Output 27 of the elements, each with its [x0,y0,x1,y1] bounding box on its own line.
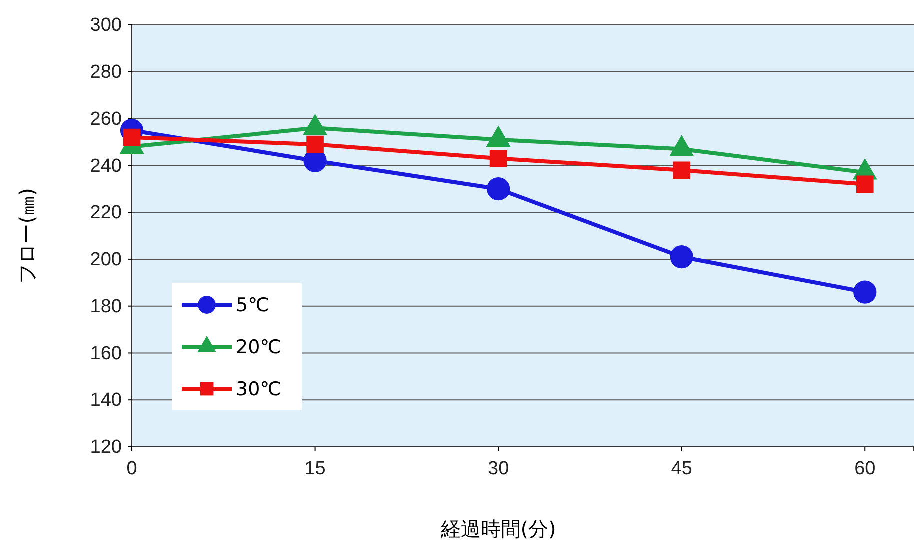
y-tick-label: 200 [90,250,122,271]
x-tick-label: 15 [304,458,326,480]
y-tick-label: 300 [90,15,122,36]
x-axis-title: 経過時間(分) [440,517,556,541]
y-tick-label: 120 [90,437,122,458]
legend-label: 5℃ [236,294,270,317]
x-tick-label: 45 [671,458,692,480]
y-tick-label: 140 [90,390,122,412]
point [856,176,874,194]
point [490,150,508,168]
y-axis-title: フロー(㎜) [15,188,39,284]
point [487,178,510,201]
y-tick-label: 260 [90,108,122,130]
y-tick-label: 280 [90,62,122,83]
x-tick-label: 0 [126,458,138,480]
x-tick-label: 60 [854,458,876,480]
legend-label: 30℃ [236,378,282,401]
y-tick-label: 220 [90,202,122,224]
point [670,246,694,269]
x-tick-label: 30 [488,458,510,480]
point [306,136,324,154]
legend-label: 20℃ [236,336,282,359]
y-tick-label: 240 [90,156,122,177]
point [854,280,877,304]
y-tick-label: 160 [90,343,122,364]
y-tick-label: 180 [90,296,122,318]
point [673,162,691,180]
